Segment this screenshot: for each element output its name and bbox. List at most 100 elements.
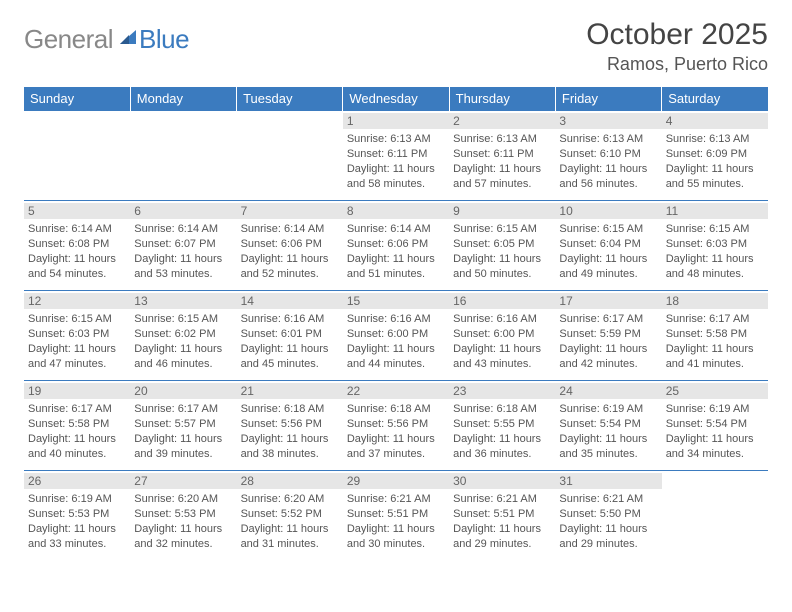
daylight-line: Daylight: 11 hours and 49 minutes. bbox=[559, 252, 657, 282]
day-number: 30 bbox=[449, 473, 555, 489]
calendar-cell: 7Sunrise: 6:14 AMSunset: 6:06 PMDaylight… bbox=[237, 201, 343, 291]
daylight-line: Daylight: 11 hours and 48 minutes. bbox=[666, 252, 764, 282]
daylight-line: Daylight: 11 hours and 35 minutes. bbox=[559, 432, 657, 462]
sunrise-line: Sunrise: 6:20 AM bbox=[241, 492, 339, 507]
location: Ramos, Puerto Rico bbox=[586, 54, 768, 75]
daylight-line: Daylight: 11 hours and 31 minutes. bbox=[241, 522, 339, 552]
sunrise-line: Sunrise: 6:15 AM bbox=[134, 312, 232, 327]
sunrise-line: Sunrise: 6:17 AM bbox=[28, 402, 126, 417]
day-number: 31 bbox=[555, 473, 661, 489]
sunrise-line: Sunrise: 6:13 AM bbox=[453, 132, 551, 147]
calendar-cell: 18Sunrise: 6:17 AMSunset: 5:58 PMDayligh… bbox=[662, 291, 768, 381]
sunset-line: Sunset: 5:57 PM bbox=[134, 417, 232, 432]
daylight-line: Daylight: 11 hours and 46 minutes. bbox=[134, 342, 232, 372]
sunrise-line: Sunrise: 6:15 AM bbox=[559, 222, 657, 237]
sunset-line: Sunset: 6:00 PM bbox=[347, 327, 445, 342]
sunrise-line: Sunrise: 6:19 AM bbox=[28, 492, 126, 507]
sunrise-line: Sunrise: 6:13 AM bbox=[666, 132, 764, 147]
calendar-cell: 27 Sunrise: 6:20 AMSunset: 5:53 PMDayligh… bbox=[130, 471, 236, 561]
daylight-line: Daylight: 11 hours and 58 minutes. bbox=[347, 162, 445, 192]
logo-sail-icon bbox=[117, 26, 139, 53]
calendar-cell: 26Sunrise: 6:19 AMSunset: 5:53 PMDayligh… bbox=[24, 471, 130, 561]
day-number: 16 bbox=[449, 293, 555, 309]
day-number: 27 bbox=[130, 473, 236, 489]
daylight-line: Daylight: 11 hours and 56 minutes. bbox=[559, 162, 657, 192]
daylight-line: Daylight: 11 hours and 32 minutes. bbox=[134, 522, 232, 552]
sunrise-line: Sunrise: 6:18 AM bbox=[241, 402, 339, 417]
sunrise-line: Sunrise: 6:17 AM bbox=[134, 402, 232, 417]
sunrise-line: Sunrise: 6:14 AM bbox=[134, 222, 232, 237]
sunrise-line: Sunrise: 6:13 AM bbox=[347, 132, 445, 147]
daylight-line: Daylight: 11 hours and 47 minutes. bbox=[28, 342, 126, 372]
day-number: 18 bbox=[662, 293, 768, 309]
weekday-header: Monday bbox=[130, 87, 236, 111]
daylight-line: Daylight: 11 hours and 54 minutes. bbox=[28, 252, 126, 282]
calendar-header-row: SundayMondayTuesdayWednesdayThursdayFrid… bbox=[24, 87, 768, 111]
daylight-line: Daylight: 11 hours and 50 minutes. bbox=[453, 252, 551, 282]
calendar-cell: 25Sunrise: 6:19 AMSunset: 5:54 PMDayligh… bbox=[662, 381, 768, 471]
sunset-line: Sunset: 5:59 PM bbox=[559, 327, 657, 342]
sunset-line: Sunset: 6:00 PM bbox=[453, 327, 551, 342]
sunrise-line: Sunrise: 6:14 AM bbox=[28, 222, 126, 237]
day-number: 9 bbox=[449, 203, 555, 219]
sunset-line: Sunset: 6:11 PM bbox=[453, 147, 551, 162]
daylight-line: Daylight: 11 hours and 45 minutes. bbox=[241, 342, 339, 372]
calendar-cell: 8Sunrise: 6:14 AMSunset: 6:06 PMDaylight… bbox=[343, 201, 449, 291]
logo-text-general: General bbox=[24, 24, 113, 55]
daylight-line: Daylight: 11 hours and 34 minutes. bbox=[666, 432, 764, 462]
sunset-line: Sunset: 6:06 PM bbox=[241, 237, 339, 252]
sunset-line: Sunset: 6:03 PM bbox=[28, 327, 126, 342]
day-number: 13 bbox=[130, 293, 236, 309]
day-number: 11 bbox=[662, 203, 768, 219]
calendar-table: SundayMondayTuesdayWednesdayThursdayFrid… bbox=[24, 87, 768, 561]
calendar-cell: 19Sunrise: 6:17 AMSunset: 5:58 PMDayligh… bbox=[24, 381, 130, 471]
sunset-line: Sunset: 5:58 PM bbox=[28, 417, 126, 432]
calendar-cell: 4Sunrise: 6:13 AMSunset: 6:09 PMDaylight… bbox=[662, 111, 768, 201]
calendar-cell: 23Sunrise: 6:18 AMSunset: 5:55 PMDayligh… bbox=[449, 381, 555, 471]
calendar-cell: 5Sunrise: 6:14 AMSunset: 6:08 PMDaylight… bbox=[24, 201, 130, 291]
calendar-row: 1Sunrise: 6:13 AMSunset: 6:11 PMDaylight… bbox=[24, 111, 768, 201]
day-number: 6 bbox=[130, 203, 236, 219]
weekday-header: Saturday bbox=[662, 87, 768, 111]
daylight-line: Daylight: 11 hours and 33 minutes. bbox=[28, 522, 126, 552]
weekday-header: Thursday bbox=[449, 87, 555, 111]
calendar-cell: 11Sunrise: 6:15 AMSunset: 6:03 PMDayligh… bbox=[662, 201, 768, 291]
day-number: 1 bbox=[343, 113, 449, 129]
sunrise-line: Sunrise: 6:20 AM bbox=[134, 492, 232, 507]
sunset-line: Sunset: 5:53 PM bbox=[134, 507, 232, 522]
sunset-line: Sunset: 6:11 PM bbox=[347, 147, 445, 162]
calendar-cell: 15Sunrise: 6:16 AMSunset: 6:00 PMDayligh… bbox=[343, 291, 449, 381]
day-number: 12 bbox=[24, 293, 130, 309]
calendar-row: 19Sunrise: 6:17 AMSunset: 5:58 PMDayligh… bbox=[24, 381, 768, 471]
calendar-row: 5Sunrise: 6:14 AMSunset: 6:08 PMDaylight… bbox=[24, 201, 768, 291]
sunrise-line: Sunrise: 6:21 AM bbox=[453, 492, 551, 507]
day-number: 25 bbox=[662, 383, 768, 399]
sunset-line: Sunset: 5:53 PM bbox=[28, 507, 126, 522]
sunrise-line: Sunrise: 6:15 AM bbox=[666, 222, 764, 237]
sunset-line: Sunset: 5:51 PM bbox=[453, 507, 551, 522]
sunrise-line: Sunrise: 6:21 AM bbox=[347, 492, 445, 507]
sunrise-line: Sunrise: 6:21 AM bbox=[559, 492, 657, 507]
calendar-cell: 14Sunrise: 6:16 AMSunset: 6:01 PMDayligh… bbox=[237, 291, 343, 381]
sunset-line: Sunset: 5:56 PM bbox=[347, 417, 445, 432]
sunset-line: Sunset: 5:56 PM bbox=[241, 417, 339, 432]
header: General Blue October 2025 Ramos, Puerto … bbox=[24, 18, 768, 75]
daylight-line: Daylight: 11 hours and 37 minutes. bbox=[347, 432, 445, 462]
sunset-line: Sunset: 6:01 PM bbox=[241, 327, 339, 342]
daylight-line: Daylight: 11 hours and 53 minutes. bbox=[134, 252, 232, 282]
weekday-header: Wednesday bbox=[343, 87, 449, 111]
sunset-line: Sunset: 6:08 PM bbox=[28, 237, 126, 252]
sunset-line: Sunset: 6:05 PM bbox=[453, 237, 551, 252]
calendar-cell bbox=[662, 471, 768, 561]
title-block: October 2025 Ramos, Puerto Rico bbox=[586, 18, 768, 75]
daylight-line: Daylight: 11 hours and 40 minutes. bbox=[28, 432, 126, 462]
daylight-line: Daylight: 11 hours and 38 minutes. bbox=[241, 432, 339, 462]
sunset-line: Sunset: 5:55 PM bbox=[453, 417, 551, 432]
weekday-header: Sunday bbox=[24, 87, 130, 111]
day-number: 28 bbox=[237, 473, 343, 489]
calendar-cell: 17Sunrise: 6:17 AMSunset: 5:59 PMDayligh… bbox=[555, 291, 661, 381]
weekday-header: Tuesday bbox=[237, 87, 343, 111]
calendar-cell: 22Sunrise: 6:18 AMSunset: 5:56 PMDayligh… bbox=[343, 381, 449, 471]
day-number: 24 bbox=[555, 383, 661, 399]
sunrise-line: Sunrise: 6:18 AM bbox=[347, 402, 445, 417]
